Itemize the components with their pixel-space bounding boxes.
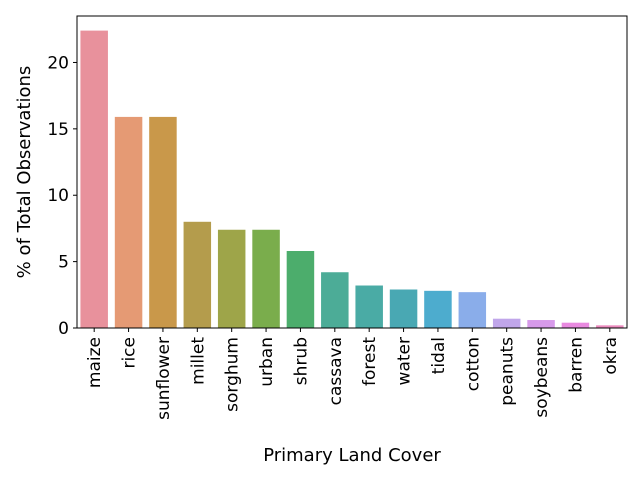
plot-frame	[76, 15, 628, 329]
y-tick-label: 0	[58, 319, 69, 339]
x-tick-label-maize: maize	[85, 337, 105, 388]
x-tick-label-soybeans: soybeans	[532, 337, 552, 418]
bar-peanuts	[492, 318, 521, 328]
bar-forest	[355, 285, 383, 328]
x-tick-label-sorghum: sorghum	[223, 337, 243, 412]
x-tick-label-millet: millet	[188, 337, 208, 385]
x-axis-label: Primary Land Cover	[263, 445, 441, 466]
y-tick-label: 15	[47, 120, 69, 140]
x-axis-ticks: maize rice sunflower millet sorghum urban shru…	[85, 328, 621, 420]
x-tick-label-peanuts: peanuts	[498, 337, 518, 406]
bar-millet	[183, 221, 212, 328]
y-axis-label: % of Total Observations	[14, 66, 35, 279]
bar-cotton	[458, 292, 487, 328]
x-tick-label-water: water	[395, 337, 415, 385]
x-tick-label-sunflower: sunflower	[154, 337, 174, 420]
bar-rice	[114, 116, 143, 328]
bar-sorghum	[217, 229, 246, 328]
bar-urban	[252, 229, 280, 328]
bar-water	[389, 289, 418, 328]
x-tick-label-urban: urban	[257, 337, 277, 387]
bar-maize	[80, 30, 108, 329]
bar-sunflower	[149, 116, 177, 328]
x-tick-label-rice: rice	[120, 337, 140, 369]
x-tick-label-cassava: cassava	[326, 337, 346, 405]
bar-cassava	[321, 272, 349, 328]
y-tick-label: 10	[47, 186, 69, 206]
bar-okra	[596, 325, 624, 328]
x-tick-label-shrub: shrub	[291, 337, 311, 385]
x-tick-label-barren: barren	[566, 337, 586, 393]
x-tick-label-tidal: tidal	[429, 337, 449, 374]
x-tick-label-okra: okra	[601, 337, 621, 375]
bar-tidal	[424, 290, 452, 328]
bar-barren	[561, 322, 590, 328]
bar-soybeans	[527, 320, 555, 328]
y-axis-ticks: 0 5 10 15 20	[47, 53, 77, 339]
x-tick-label-cotton: cotton	[463, 337, 483, 391]
x-tick-label-forest: forest	[360, 337, 380, 386]
bars-group	[80, 30, 624, 329]
bar-shrub	[286, 250, 315, 328]
y-tick-label: 5	[58, 253, 69, 273]
y-tick-label: 20	[47, 53, 69, 73]
